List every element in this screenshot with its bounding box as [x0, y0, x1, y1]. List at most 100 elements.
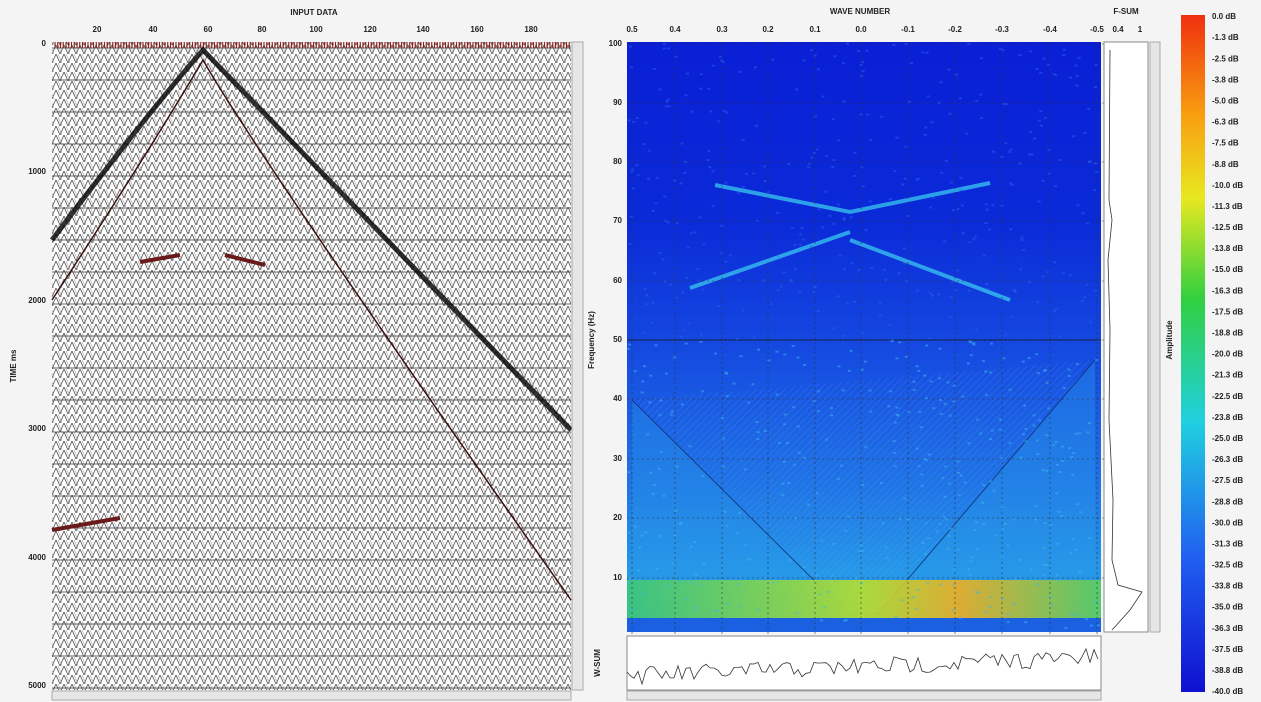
speckle: [1043, 564, 1046, 566]
colorbar-tick-label: -30.0 dB: [1212, 518, 1243, 527]
speckle: [983, 254, 986, 256]
speckle: [1004, 142, 1007, 144]
speckle: [665, 100, 668, 102]
speckle: [825, 439, 828, 441]
speckle: [1054, 308, 1057, 310]
speckle: [959, 97, 962, 99]
speckle: [1075, 85, 1078, 87]
speckle: [1090, 625, 1093, 627]
speckle: [767, 191, 770, 193]
speckle: [985, 394, 988, 396]
speckle: [788, 559, 791, 561]
speckle: [695, 574, 698, 576]
colorbar-tick-label: -15.0 dB: [1212, 265, 1243, 274]
panel-title: F-SUM: [1113, 7, 1139, 16]
speckle: [1085, 618, 1088, 620]
speckle: [1001, 556, 1004, 558]
speckle: [927, 537, 930, 539]
speckle: [924, 553, 927, 555]
speckle: [1044, 522, 1047, 524]
speckle: [853, 301, 856, 303]
speckle: [1047, 149, 1050, 151]
speckle: [861, 332, 864, 334]
speckle: [739, 355, 742, 357]
speckle: [1038, 419, 1041, 421]
speckle: [943, 240, 946, 242]
speckle: [1057, 511, 1060, 513]
speckle: [724, 261, 727, 263]
speckle: [1053, 310, 1056, 312]
speckle: [628, 119, 631, 121]
fsum-plot: [1104, 42, 1148, 632]
speckle: [949, 415, 952, 417]
speckle: [643, 143, 646, 145]
speckle: [644, 122, 647, 124]
speckle: [1095, 359, 1098, 361]
low-frequency-band: [627, 580, 1101, 618]
speckle: [1004, 333, 1007, 335]
speckle: [859, 113, 862, 115]
speckle: [630, 66, 633, 68]
speckle: [1054, 185, 1057, 187]
speckle: [634, 525, 637, 527]
y-axis-label: TIME ms: [9, 349, 18, 382]
speckle: [742, 186, 745, 188]
speckle: [753, 337, 756, 339]
speckle: [762, 280, 765, 282]
speckle: [1042, 58, 1045, 60]
speckle: [648, 401, 651, 403]
speckle: [969, 574, 972, 576]
speckle: [967, 43, 970, 45]
speckle: [857, 50, 860, 52]
speckle: [916, 589, 919, 591]
horizontal-scrollbar[interactable]: [627, 691, 1101, 700]
speckle: [803, 364, 806, 366]
speckle: [1047, 64, 1050, 66]
speckle: [1049, 524, 1052, 526]
speckle: [1086, 222, 1089, 224]
speckle: [696, 268, 699, 270]
wsum-label: W-SUM: [593, 649, 602, 677]
speckle: [739, 605, 742, 607]
speckle: [733, 383, 736, 385]
vertical-scrollbar[interactable]: [572, 42, 583, 690]
speckle: [663, 196, 666, 198]
speckle: [681, 403, 684, 405]
x-tick-label: -0.5: [1090, 25, 1104, 34]
speckle: [883, 269, 886, 271]
speckle: [757, 431, 760, 433]
speckle: [642, 332, 645, 334]
speckle: [886, 557, 889, 559]
speckle: [818, 208, 821, 210]
speckle: [699, 88, 702, 90]
speckle: [975, 591, 978, 593]
speckle: [665, 373, 668, 375]
speckle: [742, 139, 745, 141]
speckle: [1014, 578, 1017, 580]
speckle: [860, 64, 863, 66]
speckle: [783, 354, 786, 356]
speckle: [844, 530, 847, 532]
speckle: [793, 464, 796, 466]
speckle: [866, 114, 869, 116]
speckle: [1081, 300, 1084, 302]
vertical-scrollbar[interactable]: [1150, 42, 1160, 632]
colorbar-tick-label: -11.3 dB: [1212, 202, 1243, 211]
speckle: [650, 322, 653, 324]
speckle: [629, 46, 632, 48]
speckle: [816, 574, 819, 576]
speckle: [780, 285, 783, 287]
speckle: [802, 239, 805, 241]
speckle: [684, 94, 687, 96]
speckle: [660, 451, 663, 453]
speckle: [981, 502, 984, 504]
speckle: [751, 383, 754, 385]
speckle: [628, 243, 631, 245]
horizontal-scrollbar[interactable]: [52, 691, 571, 700]
speckle: [1013, 603, 1016, 605]
speckle: [772, 582, 775, 584]
speckle: [671, 411, 674, 413]
speckle: [1083, 296, 1086, 298]
speckle: [757, 349, 760, 351]
speckle: [992, 490, 995, 492]
